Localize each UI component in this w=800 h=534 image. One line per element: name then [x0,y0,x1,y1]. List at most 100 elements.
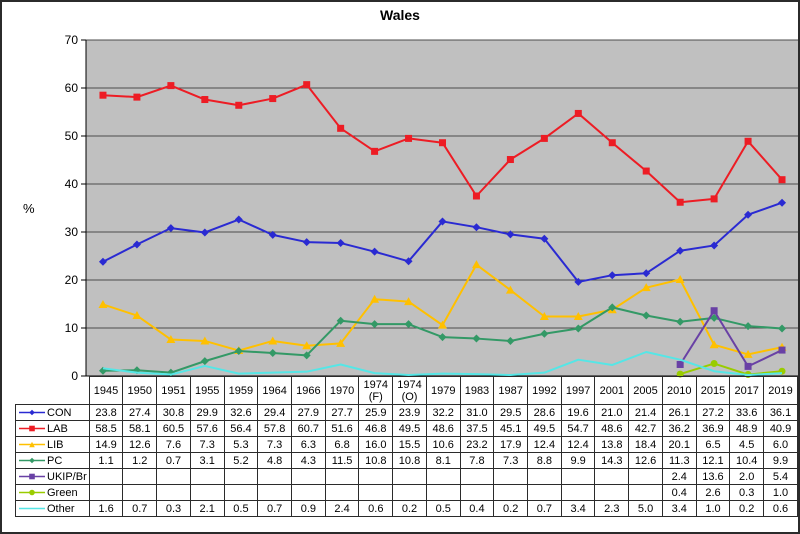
year-header-cell: 1964 [257,376,292,405]
table-value-cell: 5.4 [763,468,798,485]
table-value-cell: 16.0 [358,436,394,453]
series-marker-CON [268,230,277,239]
y-axis-tick-label: 50 [65,129,79,143]
table-row-UKIP/Br: UKIP/Br 2.4 13.6 2.0 5.4 [15,468,798,485]
table-value-cell: 0.4 [661,484,697,501]
table-value-cell [527,468,562,485]
table-value-cell: 7.3 [493,452,529,469]
table-value-cell: 0.2 [729,500,765,517]
legend-key-icon-Green [19,489,45,496]
series-marker-PC [608,303,617,312]
series-marker-PC [404,320,413,329]
table-value-cell [459,484,495,501]
year-header-cell: 2017 [729,376,765,405]
table-value-cell: 60.5 [156,420,191,437]
legend-cell-CON: CON [15,404,90,421]
table-value-cell: 4.8 [257,452,292,469]
table-row-LAB: LAB 58.5 58.1 60.5 57.6 56.4 57.8 60.7 51.6 46.8 4… [15,420,798,437]
series-marker-UKIP/Br [710,307,718,315]
table-value-cell: 1.2 [122,452,158,469]
year-header-cell: 1997 [560,376,596,405]
series-marker-LAB [744,137,752,145]
series-marker-CON [166,224,175,233]
y-axis-tick-label: 0 [71,369,78,383]
table-value-cell: 2.0 [729,468,765,485]
series-marker-PC [438,333,447,342]
series-marker-PC [234,347,243,356]
series-marker-CON [132,240,141,249]
legend-label: LAB [47,422,68,435]
table-value-cell: 9.9 [560,452,596,469]
table-value-cell: 27.4 [122,404,158,421]
table-value-cell: 58.5 [88,420,124,437]
table-value-cell [223,484,259,501]
table-value-cell: 2.3 [594,500,630,517]
table-value-cell: 21.0 [594,404,630,421]
table-value-cell: 37.5 [459,420,495,437]
table-value-cell: 9.9 [763,452,798,469]
table-value-cell [358,484,394,501]
table-value-cell [122,484,158,501]
series-marker-LIB [98,299,108,308]
series-marker-LAB [99,91,107,99]
legend-label: Green [47,486,78,499]
table-row-Green: Green 0.4 2.6 0.3 1.0 [15,484,798,501]
table-row-PC: PC 1.1 1.2 0.7 3.1 5.2 4.8 4.3 11.5 10.8 10.8 8.1 7.… [15,452,798,469]
series-marker-UKIP/Br [676,360,684,368]
table-value-cell [392,484,427,501]
legend-cell-LAB: LAB [15,420,90,437]
legend-cell-PC: PC [15,452,90,469]
table-corner-cell [16,377,90,405]
series-marker-CON [98,257,107,266]
series-marker-LAB [778,176,786,184]
series-marker-PC [778,324,787,333]
year-header-cell: 1970 [324,376,360,405]
table-value-cell: 18.4 [628,436,663,453]
series-marker-CON [778,198,787,207]
table-value-cell: 13.6 [695,468,731,485]
table-value-cell: 0.7 [257,500,292,517]
year-header-cell: 1974 (F) [358,376,394,405]
series-marker-LAB [574,109,582,117]
table-value-cell [628,468,663,485]
table-value-cell: 3.4 [560,500,596,517]
legend-label: UKIP/Br [47,470,87,483]
table-value-cell: 8.8 [527,452,562,469]
table-value-cell: 12.4 [560,436,596,453]
series-marker-LAB [506,156,514,164]
y-axis-tick-label: 70 [65,33,79,47]
table-value-cell [88,484,124,501]
table-row-LIB: LIB 14.9 12.6 7.6 7.3 5.3 7.3 6.3 6.8 16.0 15.5 10.… [15,436,798,453]
series-marker-LIB [200,336,210,345]
table-value-cell: 0.2 [493,500,529,517]
year-header-cell: 1959 [223,376,259,405]
table-value-cell: 54.7 [560,420,596,437]
year-header-cell: 2019 [763,376,798,405]
series-marker-LAB [303,81,311,89]
legend-label: CON [47,406,72,419]
series-marker-LIB [302,341,312,350]
series-marker-CON [540,234,549,243]
series-marker-UKIP/Br [744,362,752,370]
table-value-cell: 0.9 [291,500,326,517]
series-marker-LIB [166,335,176,344]
table-value-cell [189,468,225,485]
table-value-cell: 23.9 [392,404,427,421]
year-header-cell: 1950 [122,376,158,405]
series-marker-CON [710,241,719,250]
table-value-cell: 12.1 [695,452,731,469]
table-value-cell [223,468,259,485]
table-value-cell: 23.2 [459,436,495,453]
table-value-cell [493,468,529,485]
table-value-cell [122,468,158,485]
table-value-cell: 25.9 [358,404,394,421]
series-marker-CON [404,257,413,266]
table-value-cell: 14.3 [594,452,630,469]
table-value-cell: 45.1 [493,420,529,437]
year-header-cell: 1966 [291,376,326,405]
series-marker-PC [744,322,753,331]
table-value-cell: 3.1 [189,452,225,469]
table-value-cell: 5.2 [223,452,259,469]
table-value-cell: 1.1 [88,452,124,469]
